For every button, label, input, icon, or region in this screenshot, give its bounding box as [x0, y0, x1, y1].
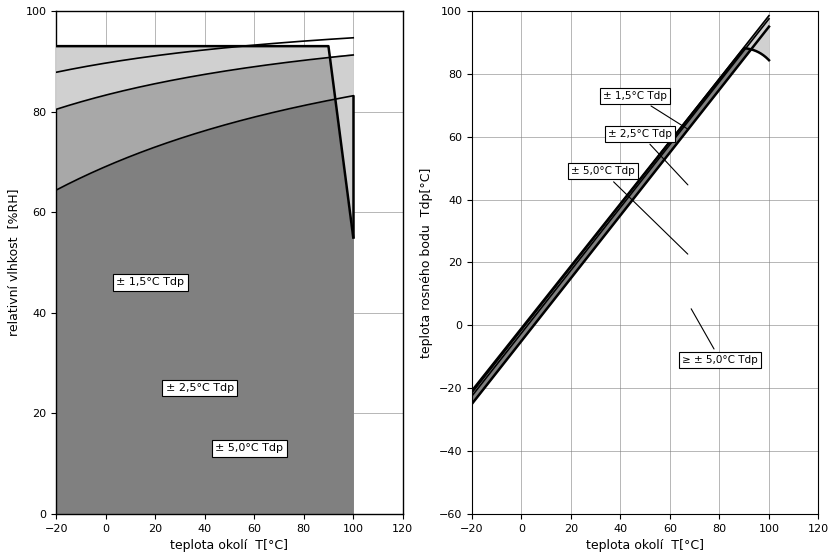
Text: ≥ ± 5,0°C Tdp: ≥ ± 5,0°C Tdp	[682, 309, 758, 365]
Text: ± 1,5°C Tdp: ± 1,5°C Tdp	[603, 91, 687, 129]
X-axis label: teplota okolí  T[°C]: teplota okolí T[°C]	[586, 539, 704, 552]
Polygon shape	[472, 19, 769, 404]
Polygon shape	[56, 55, 354, 190]
Polygon shape	[472, 16, 769, 396]
Text: ± 2,5°C Tdp: ± 2,5°C Tdp	[608, 129, 688, 185]
Text: ± 5,0°C Tdp: ± 5,0°C Tdp	[571, 167, 688, 254]
Text: ± 5,0°C Tdp: ± 5,0°C Tdp	[215, 443, 283, 453]
Text: ± 2,5°C Tdp: ± 2,5°C Tdp	[166, 383, 234, 393]
Y-axis label: teplota rosného bodu  Tdp[°C]: teplota rosného bodu Tdp[°C]	[421, 167, 433, 358]
Polygon shape	[472, 16, 769, 393]
Text: ± 1,5°C Tdp: ± 1,5°C Tdp	[116, 277, 184, 287]
Polygon shape	[56, 46, 354, 237]
Polygon shape	[56, 96, 354, 514]
Y-axis label: relativní vlhkost  [%RH]: relativní vlhkost [%RH]	[7, 188, 20, 336]
X-axis label: teplota okolí  T[°C]: teplota okolí T[°C]	[171, 539, 288, 552]
